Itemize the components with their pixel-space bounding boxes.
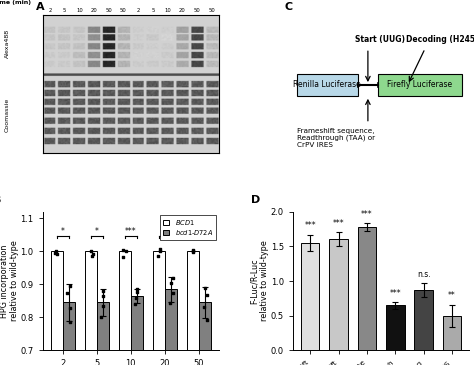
Point [169, 290, 177, 296]
Bar [165, 289, 177, 365]
Text: C: C [284, 2, 292, 12]
Text: Renilla Luciferase: Renilla Luciferase [293, 80, 361, 89]
Text: **: ** [448, 291, 456, 300]
Text: Coomassie: Coomassie [5, 97, 10, 132]
Text: 2: 2 [48, 8, 52, 13]
Bar [119, 251, 131, 365]
Bar [97, 303, 109, 365]
Point [156, 246, 164, 252]
Text: 20: 20 [91, 8, 98, 13]
Point [122, 248, 130, 254]
Point [52, 248, 59, 254]
Text: 5: 5 [151, 8, 155, 13]
Text: B: B [0, 195, 2, 205]
Bar [85, 251, 97, 365]
Text: 2: 2 [137, 8, 140, 13]
Text: Start (UUG): Start (UUG) [355, 35, 405, 44]
Point [133, 287, 140, 292]
Text: *: * [163, 227, 167, 236]
Point [67, 283, 74, 289]
Y-axis label: F-Luc/R-Luc
relative to wild-type: F-Luc/R-Luc relative to wild-type [250, 241, 269, 322]
Point [132, 295, 140, 301]
Text: ***: *** [304, 221, 316, 230]
Point [66, 320, 74, 326]
Point [203, 317, 211, 323]
Bar [199, 303, 211, 365]
Text: Alexa488: Alexa488 [5, 29, 10, 58]
Bar [358, 227, 376, 350]
Point [99, 288, 106, 293]
Bar [51, 251, 63, 365]
Text: A: A [36, 2, 44, 12]
Point [200, 304, 208, 310]
Point [166, 300, 174, 306]
Text: *: * [61, 227, 64, 236]
Bar [301, 243, 319, 350]
Bar [187, 251, 199, 365]
Point [119, 247, 127, 253]
Point [87, 248, 95, 254]
Point [203, 292, 210, 297]
Point [155, 253, 162, 259]
Point [89, 251, 96, 257]
Text: ***: *** [361, 210, 373, 219]
Point [131, 301, 139, 307]
Point [53, 251, 61, 257]
Bar [153, 251, 165, 365]
Y-axis label: HPG incorporation
relative to wild-type: HPG incorporation relative to wild-type [0, 241, 19, 322]
Point [99, 304, 107, 310]
Point [88, 253, 96, 259]
Point [189, 248, 196, 254]
FancyBboxPatch shape [378, 74, 462, 96]
Text: Frameshift sequence,
Readthrough (TAA) or
CrPV IRES: Frameshift sequence, Readthrough (TAA) o… [297, 128, 374, 148]
Bar [414, 290, 433, 350]
Bar [131, 296, 143, 365]
Text: Decoding (H245R): Decoding (H245R) [406, 35, 474, 44]
Point [51, 250, 58, 256]
Text: D: D [251, 195, 260, 205]
Bar [63, 303, 74, 365]
Text: 20: 20 [179, 8, 186, 13]
Point [134, 289, 141, 295]
Point [169, 275, 176, 281]
Point [99, 293, 107, 299]
Legend: $\mathit{BCD1}$, $\mathit{bcd1}$-$\mathit{D72A}$: $\mathit{BCD1}$, $\mathit{bcd1}$-$\mathi… [160, 215, 216, 240]
Point [97, 314, 104, 320]
Text: 50: 50 [193, 8, 201, 13]
Text: 10: 10 [76, 8, 83, 13]
Point [189, 247, 197, 253]
Text: Firefly Luciferase: Firefly Luciferase [387, 80, 453, 89]
Text: Time (min): Time (min) [0, 0, 31, 5]
Text: ***: *** [125, 227, 137, 236]
Bar [329, 239, 348, 350]
Text: *: * [95, 227, 99, 236]
Point [168, 280, 175, 286]
FancyBboxPatch shape [297, 74, 358, 96]
Text: n.s.: n.s. [417, 270, 430, 279]
Bar [386, 305, 404, 350]
Text: ***: *** [333, 219, 345, 228]
Text: 10: 10 [164, 8, 171, 13]
Point [66, 305, 74, 311]
Point [63, 291, 71, 296]
Text: 5: 5 [63, 8, 66, 13]
Text: 50: 50 [208, 8, 215, 13]
Point [201, 285, 209, 291]
Point [189, 250, 196, 256]
Text: *: * [197, 227, 201, 236]
Point [119, 254, 127, 260]
Text: 50: 50 [105, 8, 112, 13]
Point [156, 248, 164, 254]
Bar [443, 316, 461, 350]
Text: ***: *** [390, 289, 401, 298]
Text: 50: 50 [120, 8, 127, 13]
